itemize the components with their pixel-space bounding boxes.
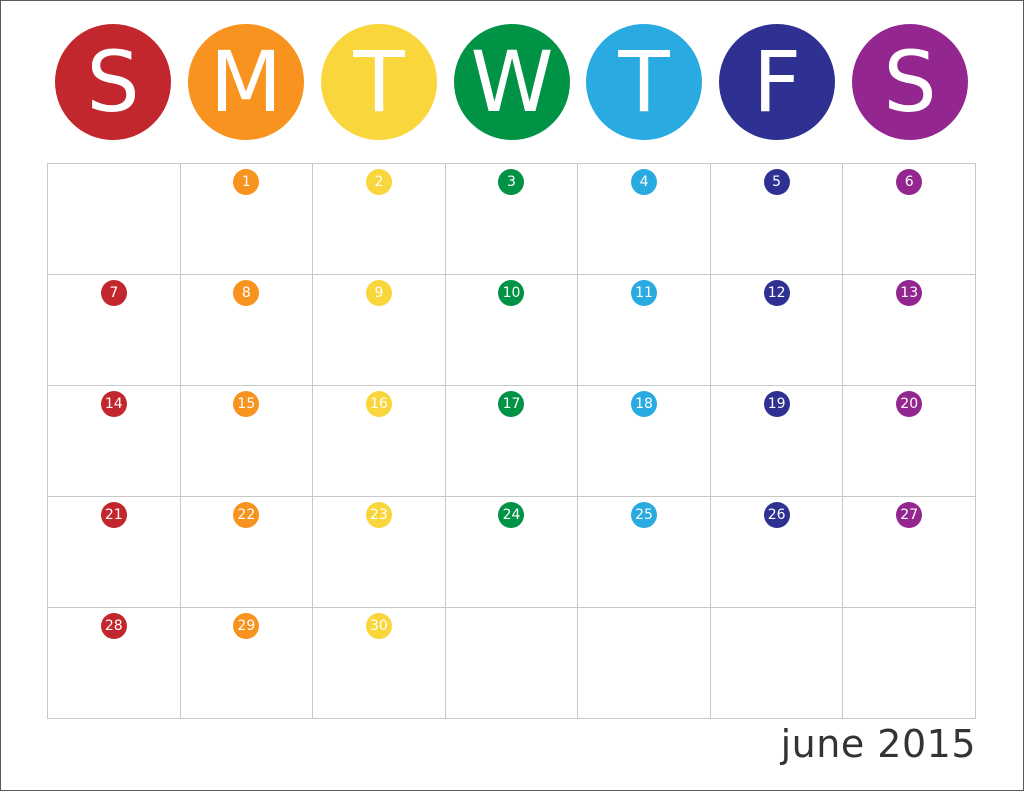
weekday-header-monday: M [188,24,304,140]
weekday-header-thursday: T [586,24,702,140]
calendar-cell: 12 [710,275,844,386]
date-number: 14 [100,391,127,417]
date-number: 6 [896,169,923,195]
calendar-cell [578,608,711,719]
date-number: 19 [763,391,790,417]
date-number: 15 [233,391,260,417]
calendar-cell: 30 [313,608,446,719]
calendar-cell: 1 [180,164,314,275]
date-number: 28 [100,613,127,639]
month-label: june 2015 [780,722,976,766]
calendar-cell: 29 [180,608,314,719]
date-number: 11 [631,280,658,306]
date-number: 20 [896,391,923,417]
calendar-cell: 7 [48,275,181,386]
calendar-cell: 22 [180,497,314,608]
date-number: 18 [631,391,658,417]
date-number: 17 [498,391,525,417]
calendar-cell: 13 [843,275,976,386]
calendar-cell: 17 [445,386,579,497]
date-number: 7 [100,280,127,306]
date-number: 9 [365,280,392,306]
weekday-header-wednesday: W [454,24,570,140]
calendar-cell: 15 [180,386,314,497]
date-number: 5 [763,169,790,195]
calendar-cell: 23 [313,497,446,608]
calendar-cell: 8 [180,275,314,386]
date-number: 13 [896,280,923,306]
calendar-cell: 14 [48,386,181,497]
calendar-cell: 9 [313,275,446,386]
calendar-cell: 6 [843,164,976,275]
weekday-header-sunday: S [55,24,171,140]
date-number: 26 [763,502,790,528]
calendar-cell: 3 [445,164,579,275]
calendar-cell [445,608,579,719]
weekday-header-tuesday: T [321,24,437,140]
date-number: 24 [498,502,525,528]
calendar-cell: 4 [578,164,711,275]
calendar-cell: 19 [710,386,844,497]
calendar-grid: 1 2 3 4 5 6 7 8 9 10 11 12 13 14 15 16 17 18 19 20 21 22 23 24 2… [47,163,976,719]
calendar-cell [48,164,181,275]
date-number: 12 [763,280,790,306]
date-number: 21 [100,502,127,528]
calendar-cell: 20 [843,386,976,497]
calendar-cell: 2 [313,164,446,275]
date-number: 4 [631,169,658,195]
calendar-cell: 28 [48,608,181,719]
calendar-cell: 24 [445,497,579,608]
date-number: 23 [365,502,392,528]
weekday-header-saturday: S [852,24,968,140]
date-number: 10 [498,280,525,306]
date-number: 3 [498,169,525,195]
calendar-cell: 27 [843,497,976,608]
calendar-cell: 25 [578,497,711,608]
date-number: 16 [365,391,392,417]
calendar-cell: 5 [710,164,844,275]
date-number: 30 [365,613,392,639]
calendar-cell [710,608,844,719]
date-number: 27 [896,502,923,528]
date-number: 8 [233,280,260,306]
calendar-cell: 10 [445,275,579,386]
date-number: 25 [631,502,658,528]
calendar-cell: 11 [578,275,711,386]
date-number: 29 [233,613,260,639]
calendar-cell: 26 [710,497,844,608]
date-number: 2 [365,169,392,195]
calendar-cell: 16 [313,386,446,497]
date-number: 1 [233,169,260,195]
calendar-cell: 21 [48,497,181,608]
calendar-cell: 18 [578,386,711,497]
calendar-cell [843,608,976,719]
date-number: 22 [233,502,260,528]
weekday-header-friday: F [719,24,835,140]
